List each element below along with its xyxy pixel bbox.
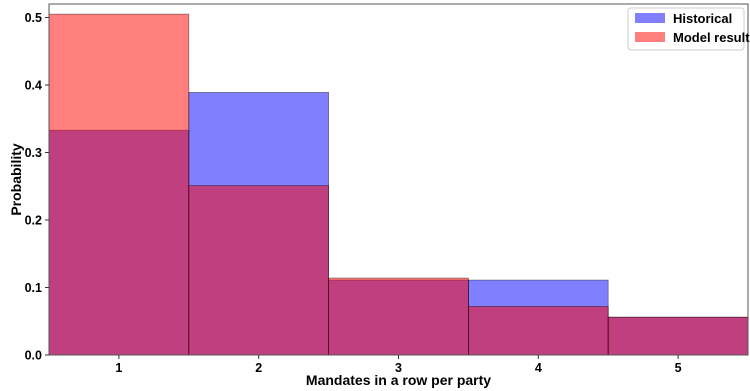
bar-model-result-5 [607, 316, 749, 356]
x-axis-title: Mandates in a row per party [306, 372, 491, 388]
y-tick-label: 0.1 [25, 281, 42, 295]
y-tick-label: 0.5 [25, 11, 42, 25]
bar-model-result-1 [48, 13, 190, 356]
y-tick-label: 0.2 [25, 214, 42, 228]
y-axis: 0.0 0.1 0.2 0.3 0.4 0.5 [25, 11, 49, 363]
legend-swatch-historical [635, 13, 665, 23]
x-axis: 1 2 3 4 5 [115, 355, 682, 375]
x-tick-label: 2 [255, 361, 262, 375]
bar-model-result-2 [188, 185, 330, 356]
legend-swatch-model-result [635, 32, 665, 42]
legend-label-historical: Historical [673, 11, 732, 26]
y-tick-label: 0.3 [25, 146, 42, 160]
x-tick-label: 1 [115, 361, 122, 375]
bar-model-result-3 [328, 277, 469, 356]
x-tick-label: 5 [675, 361, 682, 375]
bar-model-result-4 [467, 305, 609, 356]
y-tick-label: 0.0 [25, 349, 42, 363]
y-axis-title: Probability [8, 143, 24, 216]
x-tick-label: 3 [395, 361, 402, 375]
legend-label-model-result: Model result [673, 30, 750, 45]
x-tick-label: 4 [535, 361, 542, 375]
bars-group [48, 13, 749, 356]
y-tick-label: 0.4 [25, 79, 42, 93]
legend: Historical Model result [627, 7, 750, 51]
